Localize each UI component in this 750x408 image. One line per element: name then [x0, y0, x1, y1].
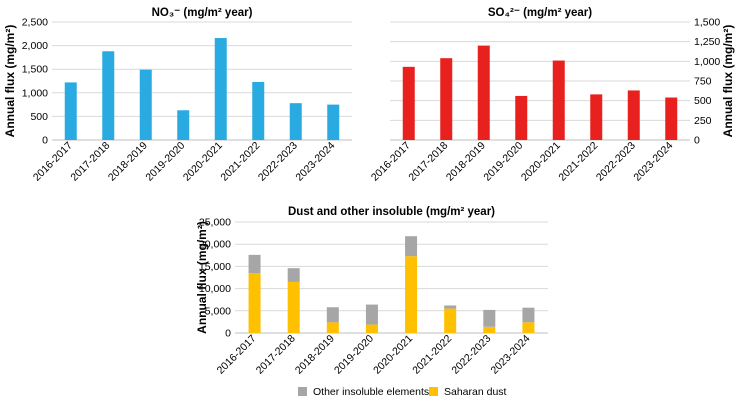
- x-tick-label: 2019-2020: [332, 333, 376, 377]
- x-tick-label: 2021-2022: [410, 333, 454, 377]
- bar-2022-2023: [627, 90, 640, 140]
- y-tick-label: 500: [30, 111, 48, 123]
- y-tick-label: 1,250: [694, 36, 720, 48]
- bar-saharan-dust-2017-2018: [287, 281, 300, 333]
- bar-2017-2018: [102, 51, 115, 140]
- bar-2017-2018: [440, 58, 453, 140]
- bar-2021-2022: [590, 94, 603, 140]
- x-tick-label: 2023-2024: [489, 333, 533, 377]
- x-tick-label: 2018-2019: [444, 140, 488, 184]
- bar-other-insoluble-elements-2016-2017: [248, 254, 261, 274]
- bar-saharan-dust-2022-2023: [483, 326, 496, 333]
- x-tick-label: 2022-2023: [256, 140, 300, 184]
- chart-title: Dust and other insoluble (mg/m² year): [288, 206, 495, 218]
- y-tick-label: 0: [225, 328, 231, 340]
- legend-swatch: [298, 387, 307, 396]
- bar-2023-2024: [327, 104, 340, 140]
- bar-saharan-dust-2019-2020: [365, 324, 378, 333]
- x-tick-label: 2016-2017: [215, 333, 259, 377]
- x-tick-label: 2017-2018: [406, 140, 450, 184]
- bar-2019-2020: [177, 110, 190, 140]
- bar-2018-2019: [139, 69, 152, 140]
- y-axis-label: Annual flux (mg/m²): [195, 221, 209, 334]
- legend-swatch: [429, 387, 438, 396]
- x-tick-label: 2021-2022: [218, 140, 262, 184]
- bar-other-insoluble-elements-2020-2021: [405, 236, 418, 257]
- bar-saharan-dust-2023-2024: [522, 322, 535, 333]
- chart-1: NO₃⁻ (mg/m² year) 0 500 1,000 1,500 2,000 2,50…: [3, 7, 352, 184]
- x-tick-label: 2020-2021: [519, 140, 563, 184]
- y-tick-label: 20,000: [199, 239, 231, 251]
- bar-saharan-dust-2021-2022: [444, 308, 457, 333]
- y-tick-label: 2,000: [22, 40, 48, 52]
- bar-other-insoluble-elements-2017-2018: [287, 268, 300, 282]
- bar-other-insoluble-elements-2021-2022: [444, 305, 457, 309]
- y-tick-label: 10,000: [199, 283, 231, 295]
- x-tick-label: 2020-2021: [181, 140, 225, 184]
- y-tick-label: 0: [42, 135, 48, 147]
- bar-2016-2017: [402, 66, 415, 140]
- y-tick-label: 15,000: [199, 261, 231, 273]
- bar-saharan-dust-2020-2021: [405, 256, 418, 333]
- bar-other-insoluble-elements-2023-2024: [522, 307, 535, 323]
- x-tick-label: 2023-2024: [631, 140, 675, 184]
- y-tick-label: 0: [694, 135, 700, 147]
- bar-other-insoluble-elements-2019-2020: [365, 304, 378, 325]
- bar-2018-2019: [477, 45, 490, 140]
- bar-other-insoluble-elements-2018-2019: [326, 307, 339, 323]
- legend: Other insoluble elements Saharan dust: [298, 386, 507, 398]
- bar-2016-2017: [64, 82, 77, 140]
- x-tick-label: 2018-2019: [106, 140, 150, 184]
- x-tick-label: 2020-2021: [371, 333, 415, 377]
- bar-saharan-dust-2018-2019: [326, 322, 339, 333]
- bar-saharan-dust-2016-2017: [248, 273, 261, 333]
- y-tick-label: 1,000: [22, 87, 48, 99]
- chart-title: SO₄²⁻ (mg/m² year): [488, 7, 592, 19]
- y-axis-label: Annual flux (mg/m²): [3, 25, 17, 138]
- x-tick-label: 2016-2017: [31, 140, 75, 184]
- y-tick-label: 1,500: [22, 64, 48, 76]
- x-tick-label: 2018-2019: [293, 333, 337, 377]
- x-tick-label: 2019-2020: [143, 140, 187, 184]
- bar-2021-2022: [252, 81, 265, 140]
- x-tick-label: 2016-2017: [369, 140, 413, 184]
- chart-2: SO₄²⁻ (mg/m² year) 0 250 500 750 1,000 1,250 1,…: [369, 7, 735, 184]
- legend-label: Other insoluble elements: [313, 386, 429, 398]
- bar-2022-2023: [289, 103, 302, 140]
- y-tick-label: 5,000: [205, 305, 231, 317]
- x-tick-label: 2017-2018: [254, 333, 298, 377]
- y-tick-label: 1,500: [694, 17, 720, 29]
- x-tick-label: 2019-2020: [481, 140, 525, 184]
- x-tick-label: 2021-2022: [556, 140, 600, 184]
- y-tick-label: 2,500: [22, 17, 48, 29]
- y-tick-label: 500: [694, 95, 712, 107]
- bar-other-insoluble-elements-2022-2023: [483, 309, 496, 327]
- bar-2019-2020: [515, 95, 528, 140]
- chart-title: NO₃⁻ (mg/m² year): [152, 7, 253, 19]
- bar-2020-2021: [552, 60, 565, 141]
- chart-3: Dust and other insoluble (mg/m² year) 0 5,…: [195, 206, 548, 377]
- bar-2023-2024: [665, 97, 678, 140]
- bar-2020-2021: [214, 38, 227, 140]
- x-tick-label: 2017-2018: [68, 140, 112, 184]
- y-axis-label: Annual flux (mg/m²): [721, 25, 735, 138]
- y-tick-label: 250: [694, 115, 712, 127]
- x-tick-label: 2023-2024: [293, 140, 337, 184]
- y-tick-label: 1,000: [694, 56, 720, 68]
- x-tick-label: 2022-2023: [594, 140, 638, 184]
- legend-label: Saharan dust: [444, 386, 507, 398]
- y-tick-label: 25,000: [199, 217, 231, 229]
- x-tick-label: 2022-2023: [449, 333, 493, 377]
- y-tick-label: 750: [694, 76, 712, 88]
